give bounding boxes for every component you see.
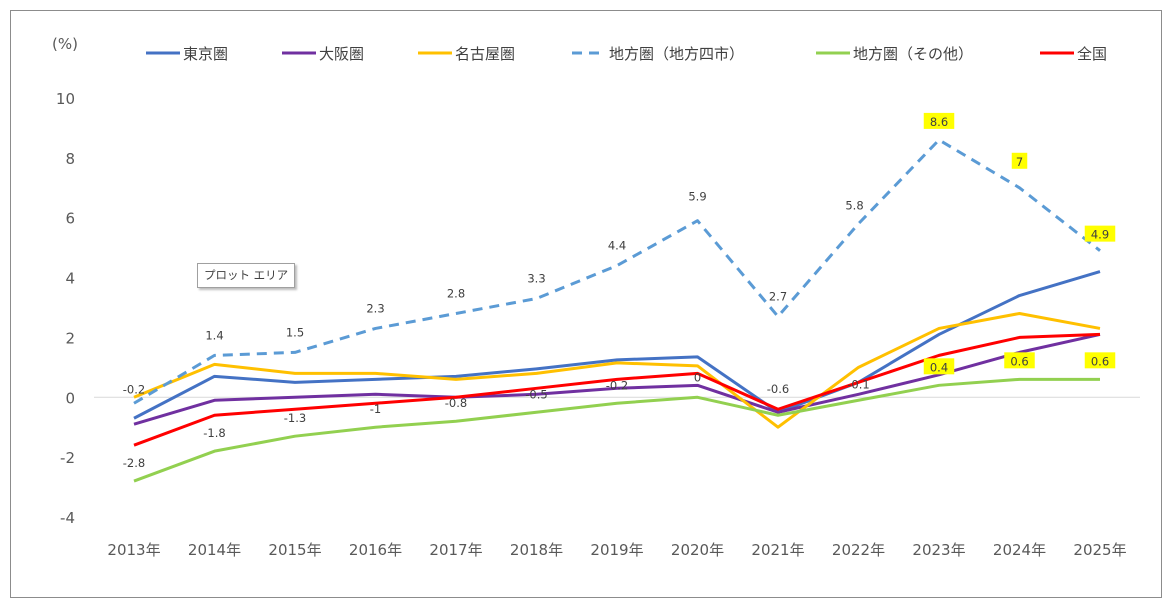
data-label-highlight	[1084, 225, 1116, 242]
data-label: 0.6	[1091, 354, 1109, 368]
y-axis: 10 8 6 4 2 0 -2 -4	[56, 90, 75, 527]
series-line-2	[133, 311, 1101, 429]
x-axis: 2013年 2014年 2015年 2016年 2017年 2018年 2019年 2020年…	[107, 541, 1126, 559]
x-tick-label: 2025年	[1073, 541, 1126, 559]
data-label-highlight	[1004, 352, 1035, 369]
data-label: -2.8	[123, 456, 145, 470]
data-label: 1.5	[286, 325, 304, 339]
x-tick-label: 2023年	[912, 541, 965, 559]
data-label: 5.9	[688, 190, 706, 204]
y-tick-label: 2	[65, 329, 75, 347]
y-tick-label: -4	[60, 509, 75, 527]
x-tick-label: 2016年	[349, 541, 402, 559]
x-tick-label: 2015年	[268, 541, 321, 559]
y-tick-label: 8	[65, 150, 75, 168]
series-line-3	[133, 138, 1101, 405]
x-tick-label: 2018年	[510, 541, 563, 559]
data-label: 1.4	[205, 328, 223, 342]
data-label: -0.1	[847, 377, 869, 391]
y-tick-label: 6	[65, 210, 75, 228]
legend-label: 地方圏（その他）	[853, 45, 973, 63]
data-label: 0.4	[930, 360, 948, 374]
y-tick-label: 0	[65, 389, 75, 407]
data-label: -0.6	[767, 382, 789, 396]
plot-area-tooltip: プロット エリア	[197, 263, 296, 288]
data-label: 2.7	[769, 289, 787, 303]
x-tick-label: 2013年	[107, 541, 160, 559]
data-label: -1.3	[284, 411, 306, 425]
y-unit-label: (%)	[52, 35, 78, 53]
chart-area	[10, 10, 1162, 598]
x-tick-label: 2020年	[671, 541, 724, 559]
x-tick-label: 2014年	[188, 541, 241, 559]
x-tick-label: 2019年	[590, 541, 643, 559]
data-label: 5.8	[845, 199, 863, 213]
y-tick-label: 4	[65, 270, 75, 288]
x-tick-label: 2024年	[993, 541, 1046, 559]
series-line-1	[133, 332, 1101, 426]
data-label: -0.2	[606, 378, 628, 392]
legend-label: 名古屋圏	[455, 45, 515, 63]
data-label: 4.9	[1091, 228, 1109, 242]
data-label: 3.3	[527, 272, 545, 286]
data-label: -0.5	[525, 387, 547, 401]
series-line-0	[133, 270, 1101, 420]
data-label: 4.4	[608, 239, 626, 253]
y-tick-label: 10	[56, 90, 75, 108]
data-label: 7	[1016, 155, 1023, 169]
y-tick-label: -2	[60, 449, 75, 467]
data-label-highlight	[1011, 152, 1028, 169]
legend: 東京圏 大阪圏 名古屋圏 地方圏（地方四市） 地方圏（その他） 全国	[146, 45, 1107, 63]
data-labels: -0.2 1.4 1.5 2.3 2.8 3.3 4.4 5.9 2.7 5.8 8.6 7 4.9 -2…	[123, 112, 1116, 470]
data-label: -1	[370, 402, 381, 416]
legend-label: 大阪圏	[319, 45, 364, 63]
data-label-highlight	[923, 112, 955, 129]
data-label: 2.8	[447, 286, 465, 300]
x-tick-label: 2022年	[832, 541, 885, 559]
data-label: 2.3	[366, 301, 384, 315]
data-label: -0.8	[445, 396, 467, 410]
data-label: -0.2	[123, 382, 145, 396]
x-tick-label: 2017年	[429, 541, 482, 559]
data-label-highlight	[1084, 352, 1116, 369]
legend-label: 東京圏	[183, 45, 228, 63]
series-lines	[133, 138, 1101, 483]
data-label-highlight	[923, 358, 955, 375]
data-label: 0	[694, 370, 701, 384]
series-line-5	[133, 332, 1101, 447]
data-label: -1.8	[203, 426, 225, 440]
x-tick-label: 2021年	[751, 541, 804, 559]
data-label: 0.6	[1010, 354, 1028, 368]
legend-label: 地方圏（地方四市）	[609, 45, 744, 63]
legend-label: 全国	[1077, 45, 1107, 63]
data-label: 8.6	[930, 115, 948, 129]
series-line-4	[133, 377, 1100, 483]
